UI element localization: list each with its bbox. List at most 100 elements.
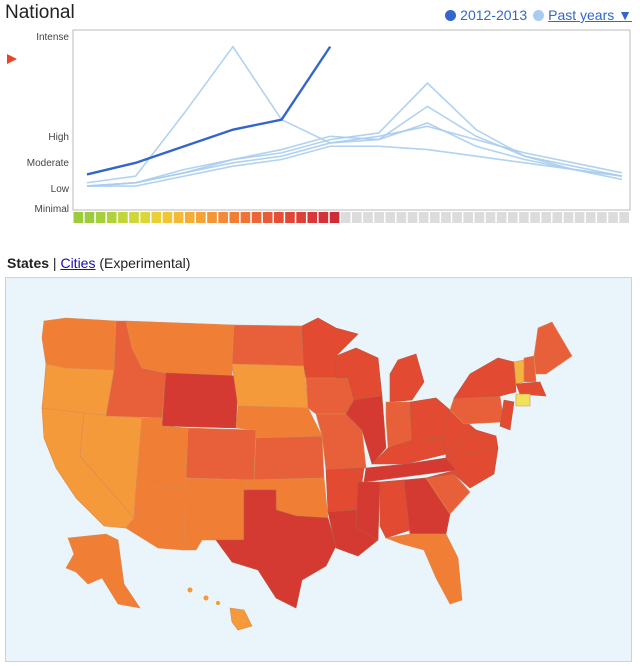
state-or[interactable] xyxy=(41,363,115,417)
state-wy[interactable] xyxy=(161,372,239,429)
state-ut[interactable] xyxy=(135,417,189,489)
activity-cell-empty xyxy=(608,212,618,223)
subnav: States | Cities (Experimental) xyxy=(7,255,190,271)
activity-cell-filled xyxy=(207,212,217,223)
activity-cell-empty xyxy=(563,212,574,223)
past-years-dropdown[interactable]: Past years ▼ xyxy=(548,7,632,23)
activity-cell-filled xyxy=(329,212,340,223)
current-level-marker xyxy=(7,54,17,64)
subnav-separator: | xyxy=(52,255,57,271)
state-fl[interactable] xyxy=(384,533,463,605)
activity-cell-filled xyxy=(274,212,284,223)
state-nh[interactable] xyxy=(523,355,537,383)
past-season-line xyxy=(86,122,623,187)
activity-cell-filled xyxy=(84,212,95,223)
state-mt[interactable] xyxy=(125,320,235,377)
state-nj[interactable] xyxy=(499,399,515,431)
legend-current-season[interactable]: 2012-2013 xyxy=(445,7,527,23)
activity-cell-empty xyxy=(530,212,540,223)
y-level-label: Low xyxy=(51,184,70,195)
activity-cell-empty xyxy=(418,212,429,223)
activity-cell-filled xyxy=(218,212,228,223)
us-states-map xyxy=(5,277,632,662)
activity-cell-filled xyxy=(151,212,162,223)
activity-cell-filled xyxy=(106,212,117,223)
activity-cell-filled xyxy=(118,212,128,223)
activity-cell-empty xyxy=(485,212,496,223)
activity-cell-empty xyxy=(507,212,518,223)
y-level-label: High xyxy=(48,132,69,143)
activity-cell-empty xyxy=(552,212,563,223)
activity-cell-filled xyxy=(184,212,195,223)
state-mi[interactable] xyxy=(389,353,425,403)
activity-cell-filled xyxy=(229,212,240,223)
state-wv[interactable] xyxy=(441,409,477,455)
activity-cell-filled xyxy=(285,212,295,223)
activity-cell-filled xyxy=(307,212,318,223)
chart-legend: 2012-2013 Past years ▼ xyxy=(445,7,632,23)
activity-cell-empty xyxy=(541,212,552,223)
map-svg xyxy=(41,317,573,631)
state-ak[interactable] xyxy=(65,533,141,609)
activity-cell-empty xyxy=(363,212,373,223)
activity-cell-filled xyxy=(196,212,206,223)
state-nm[interactable] xyxy=(183,477,247,551)
state-ma[interactable] xyxy=(515,381,547,397)
activity-cell-empty xyxy=(374,212,384,223)
state-nc[interactable] xyxy=(425,447,499,489)
activity-cell-empty xyxy=(463,212,474,223)
state-ms[interactable] xyxy=(355,481,381,541)
state-co[interactable] xyxy=(185,427,257,481)
y-level-label: Intense xyxy=(36,32,69,43)
activity-cell-empty xyxy=(429,212,440,223)
legend-past-years[interactable]: Past years ▼ xyxy=(533,7,632,23)
activity-cell-empty xyxy=(519,212,529,223)
state-ct[interactable] xyxy=(515,393,531,407)
activity-cell-filled xyxy=(296,212,306,223)
legend-past-dot xyxy=(533,9,545,21)
past-season-line xyxy=(86,45,623,184)
activity-cell-empty xyxy=(452,212,462,223)
state-hi-island xyxy=(203,595,209,601)
state-me[interactable] xyxy=(533,321,573,375)
state-ga[interactable] xyxy=(403,477,451,535)
state-pa[interactable] xyxy=(449,395,505,425)
state-nd[interactable] xyxy=(231,324,305,367)
activity-cell-filled xyxy=(173,212,184,223)
state-al[interactable] xyxy=(379,479,411,539)
activity-cell-empty xyxy=(496,212,507,223)
activity-cell-empty xyxy=(585,212,596,223)
state-vt[interactable] xyxy=(513,359,525,385)
y-level-label: Minimal xyxy=(35,204,69,215)
activity-cell-empty xyxy=(352,212,362,223)
national-chart: IntenseHighModerateLowMinimalJulAugSepOc… xyxy=(5,28,632,240)
past-season-line xyxy=(87,145,623,187)
cities-link[interactable]: Cities xyxy=(60,255,96,271)
activity-cell-empty xyxy=(597,212,607,223)
activity-cell-filled xyxy=(240,212,251,223)
activity-cell-filled xyxy=(262,212,273,223)
activity-cell-filled xyxy=(73,212,84,223)
activity-cell-filled xyxy=(129,212,139,223)
plot-area xyxy=(72,29,631,211)
state-ny[interactable] xyxy=(453,357,517,399)
activity-cell-empty xyxy=(441,212,451,223)
legend-current-dot xyxy=(445,9,457,21)
state-tx[interactable] xyxy=(215,489,337,609)
activity-cell-empty xyxy=(619,212,629,223)
state-sd[interactable] xyxy=(231,363,309,409)
activity-cell-filled xyxy=(318,212,329,223)
state-ia[interactable] xyxy=(305,377,355,415)
activity-cell-filled xyxy=(95,212,106,223)
activity-cell-empty xyxy=(385,212,396,223)
state-hi[interactable] xyxy=(229,607,253,631)
activity-cell-filled xyxy=(251,212,262,223)
current-season-line xyxy=(86,45,332,176)
activity-cell-empty xyxy=(396,212,407,223)
state-ks[interactable] xyxy=(253,435,325,481)
activity-cell-empty xyxy=(474,212,485,223)
states-tab[interactable]: States xyxy=(7,255,50,271)
activity-cell-empty xyxy=(340,212,351,223)
activity-cell-filled xyxy=(140,212,150,223)
state-wa[interactable] xyxy=(41,317,117,371)
